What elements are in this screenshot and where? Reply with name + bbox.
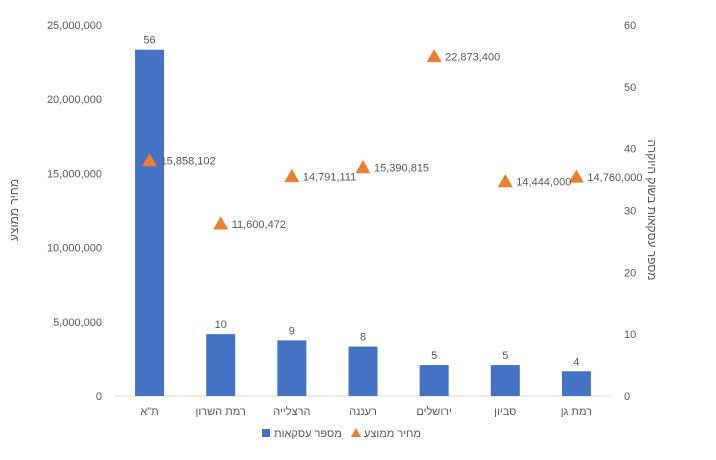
- bar-data-label: 5: [502, 350, 508, 362]
- bar-data-label: 56: [143, 35, 155, 47]
- right-axis-tick-label: 0: [624, 391, 630, 403]
- bar: [135, 49, 165, 396]
- price-data-label: 15,390,815: [374, 163, 429, 175]
- bar: [277, 340, 307, 396]
- bars-layer: [135, 49, 591, 396]
- category-label: ירושלים: [416, 405, 452, 418]
- legend: מספר עסקאות מחיר ממוצע: [262, 428, 421, 440]
- price-marker: [142, 153, 158, 167]
- category-label: רמת גן: [561, 406, 592, 418]
- bar: [206, 334, 236, 396]
- left-axis-tick-label: 25,000,000: [47, 20, 102, 32]
- right-axis-tick-label: 10: [624, 329, 636, 341]
- legend-label: מחיר ממוצע: [364, 428, 421, 440]
- price-data-label: 22,873,400: [445, 52, 500, 64]
- price-data-label: 14,791,111: [303, 171, 356, 183]
- category-label: רמת השרון: [196, 406, 246, 418]
- right-axis-tick-label: 40: [624, 144, 636, 156]
- left-axis-tick-label: 0: [96, 391, 102, 403]
- price-marker: [497, 174, 513, 188]
- category-label: ת"א: [140, 406, 158, 418]
- price-data-label: 14,760,000: [587, 172, 642, 184]
- bar: [348, 346, 378, 396]
- price-marker: [213, 216, 229, 230]
- left-axis-tick-label: 10,000,000: [47, 243, 102, 255]
- bar-data-label: 5: [431, 350, 437, 362]
- markers-layer: [142, 49, 584, 230]
- left-axis-tick-label: 15,000,000: [47, 168, 102, 180]
- right-axis-tick-label: 60: [624, 20, 636, 32]
- axes-layer: 0 5,000,000 10,000,000 15,000,000 20,000,000…: [7, 20, 659, 418]
- category-label: סביון: [494, 406, 516, 418]
- right-axis-tick-label: 50: [624, 82, 636, 94]
- bar-data-label: 10: [215, 319, 227, 331]
- price-marker: [568, 169, 584, 183]
- bar-data-label: 4: [573, 356, 579, 368]
- bar-data-label: 9: [289, 325, 295, 337]
- right-axis-title: מספר עסקאות בשוק היוקרה: [645, 139, 659, 280]
- legend-bar-swatch: [262, 429, 270, 437]
- bar-data-label: 8: [360, 332, 366, 344]
- category-label: רעננה: [349, 406, 377, 418]
- legend-triangle-swatch: [351, 428, 361, 437]
- price-data-label: 11,600,472: [232, 219, 286, 231]
- category-label: הרצלייה: [273, 405, 310, 418]
- legend-label: מספר עסקאות: [274, 428, 342, 440]
- left-axis-tick-label: 20,000,000: [47, 94, 102, 106]
- right-axis-tick-label: 30: [624, 206, 636, 218]
- price-marker: [426, 49, 442, 63]
- bar: [490, 365, 520, 396]
- price-data-label: 14,444,000: [516, 177, 571, 189]
- bar: [419, 365, 449, 396]
- price-marker: [355, 160, 371, 174]
- left-axis-tick-label: 5,000,000: [53, 317, 102, 329]
- bar: [561, 371, 591, 396]
- labels-layer: 56 10 9 8 5 5 4 15,858,102 11,600,472 14,791,111 1…: [143, 35, 642, 369]
- price-marker: [284, 168, 300, 183]
- left-axis-title: מחיר ממוצע: [7, 179, 21, 241]
- right-axis-tick-label: 20: [624, 267, 636, 279]
- price-data-label: 15,858,102: [161, 156, 216, 168]
